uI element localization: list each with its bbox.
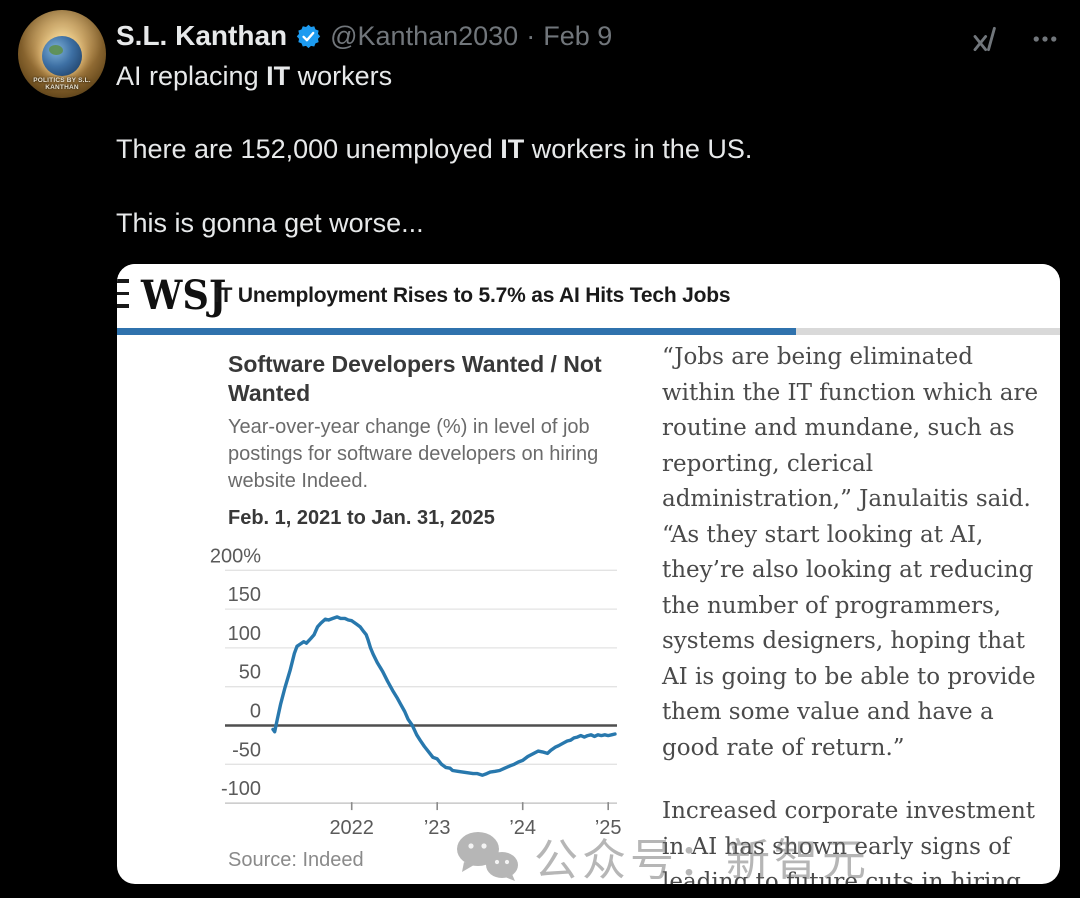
svg-text:200%: 200% bbox=[210, 545, 261, 567]
svg-text:100: 100 bbox=[228, 623, 261, 645]
author-name[interactable]: S.L. Kanthan bbox=[116, 20, 288, 51]
grok-icon[interactable] bbox=[968, 22, 1002, 56]
line-chart: 200% 150 100 50 0 -50 -100 2022 ’23 ’24 ’25 bbox=[210, 545, 622, 839]
svg-text:50: 50 bbox=[239, 662, 261, 684]
embedded-media-card[interactable]: WSJ IT Unemployment Rises to 5.7% as AI … bbox=[117, 264, 1060, 884]
svg-text:150: 150 bbox=[228, 584, 261, 606]
svg-text:-50: -50 bbox=[232, 739, 261, 761]
verified-badge-icon bbox=[296, 24, 321, 48]
tweet-header: S.L. Kanthan @Kanthan2030 · Feb 9 bbox=[116, 20, 612, 52]
tweet-text-line-1: AI replacing IT workers bbox=[116, 61, 393, 91]
svg-text:2022: 2022 bbox=[329, 817, 374, 839]
chart-source: Source: Indeed bbox=[228, 849, 364, 871]
wsj-header-bar: WSJ IT Unemployment Rises to 5.7% as AI … bbox=[117, 264, 1060, 328]
wsj-logo: WSJ bbox=[141, 272, 227, 319]
tweet-actions bbox=[968, 22, 1062, 56]
reading-progress-fill bbox=[117, 328, 796, 335]
tweet-text-line-3: This is gonna get worse... bbox=[116, 208, 424, 238]
article-paragraph-2: Increased corporate investment in AI has… bbox=[662, 798, 1036, 884]
chart-date-range: Feb. 1, 2021 to Jan. 31, 2025 bbox=[228, 507, 495, 529]
reading-progress-bar bbox=[117, 328, 1060, 335]
chart-title: Software Developers Wanted / Not Wanted bbox=[228, 351, 602, 406]
hamburger-menu-icon bbox=[117, 279, 129, 317]
more-icon[interactable] bbox=[1028, 22, 1062, 56]
svg-text:’24: ’24 bbox=[509, 817, 536, 839]
svg-text:-100: -100 bbox=[221, 778, 261, 800]
avatar[interactable]: POLITICS BY S.L. KANTHAN bbox=[18, 10, 106, 98]
wsj-headline: IT Unemployment Rises to 5.7% as AI Hits… bbox=[214, 284, 731, 307]
article-text-column: “Jobs are being eliminated within the IT… bbox=[662, 340, 1042, 884]
article-paragraph-1: “Jobs are being eliminated within the IT… bbox=[662, 344, 1039, 761]
svg-text:’23: ’23 bbox=[424, 817, 451, 839]
author-handle[interactable]: @Kanthan2030 bbox=[330, 20, 519, 51]
tweet-text-line-2: There are 152,000 unemployed IT workers … bbox=[116, 134, 753, 164]
tweet-date[interactable]: Feb 9 bbox=[543, 20, 613, 51]
chart-subtitle: Year-over-year change (%) in level of jo… bbox=[228, 416, 599, 492]
avatar-caption: POLITICS BY S.L. KANTHAN bbox=[33, 77, 91, 91]
svg-text:0: 0 bbox=[250, 701, 261, 723]
svg-text:’25: ’25 bbox=[595, 817, 622, 839]
timestamp-separator: · bbox=[526, 20, 536, 51]
globe-graphic bbox=[42, 35, 82, 76]
